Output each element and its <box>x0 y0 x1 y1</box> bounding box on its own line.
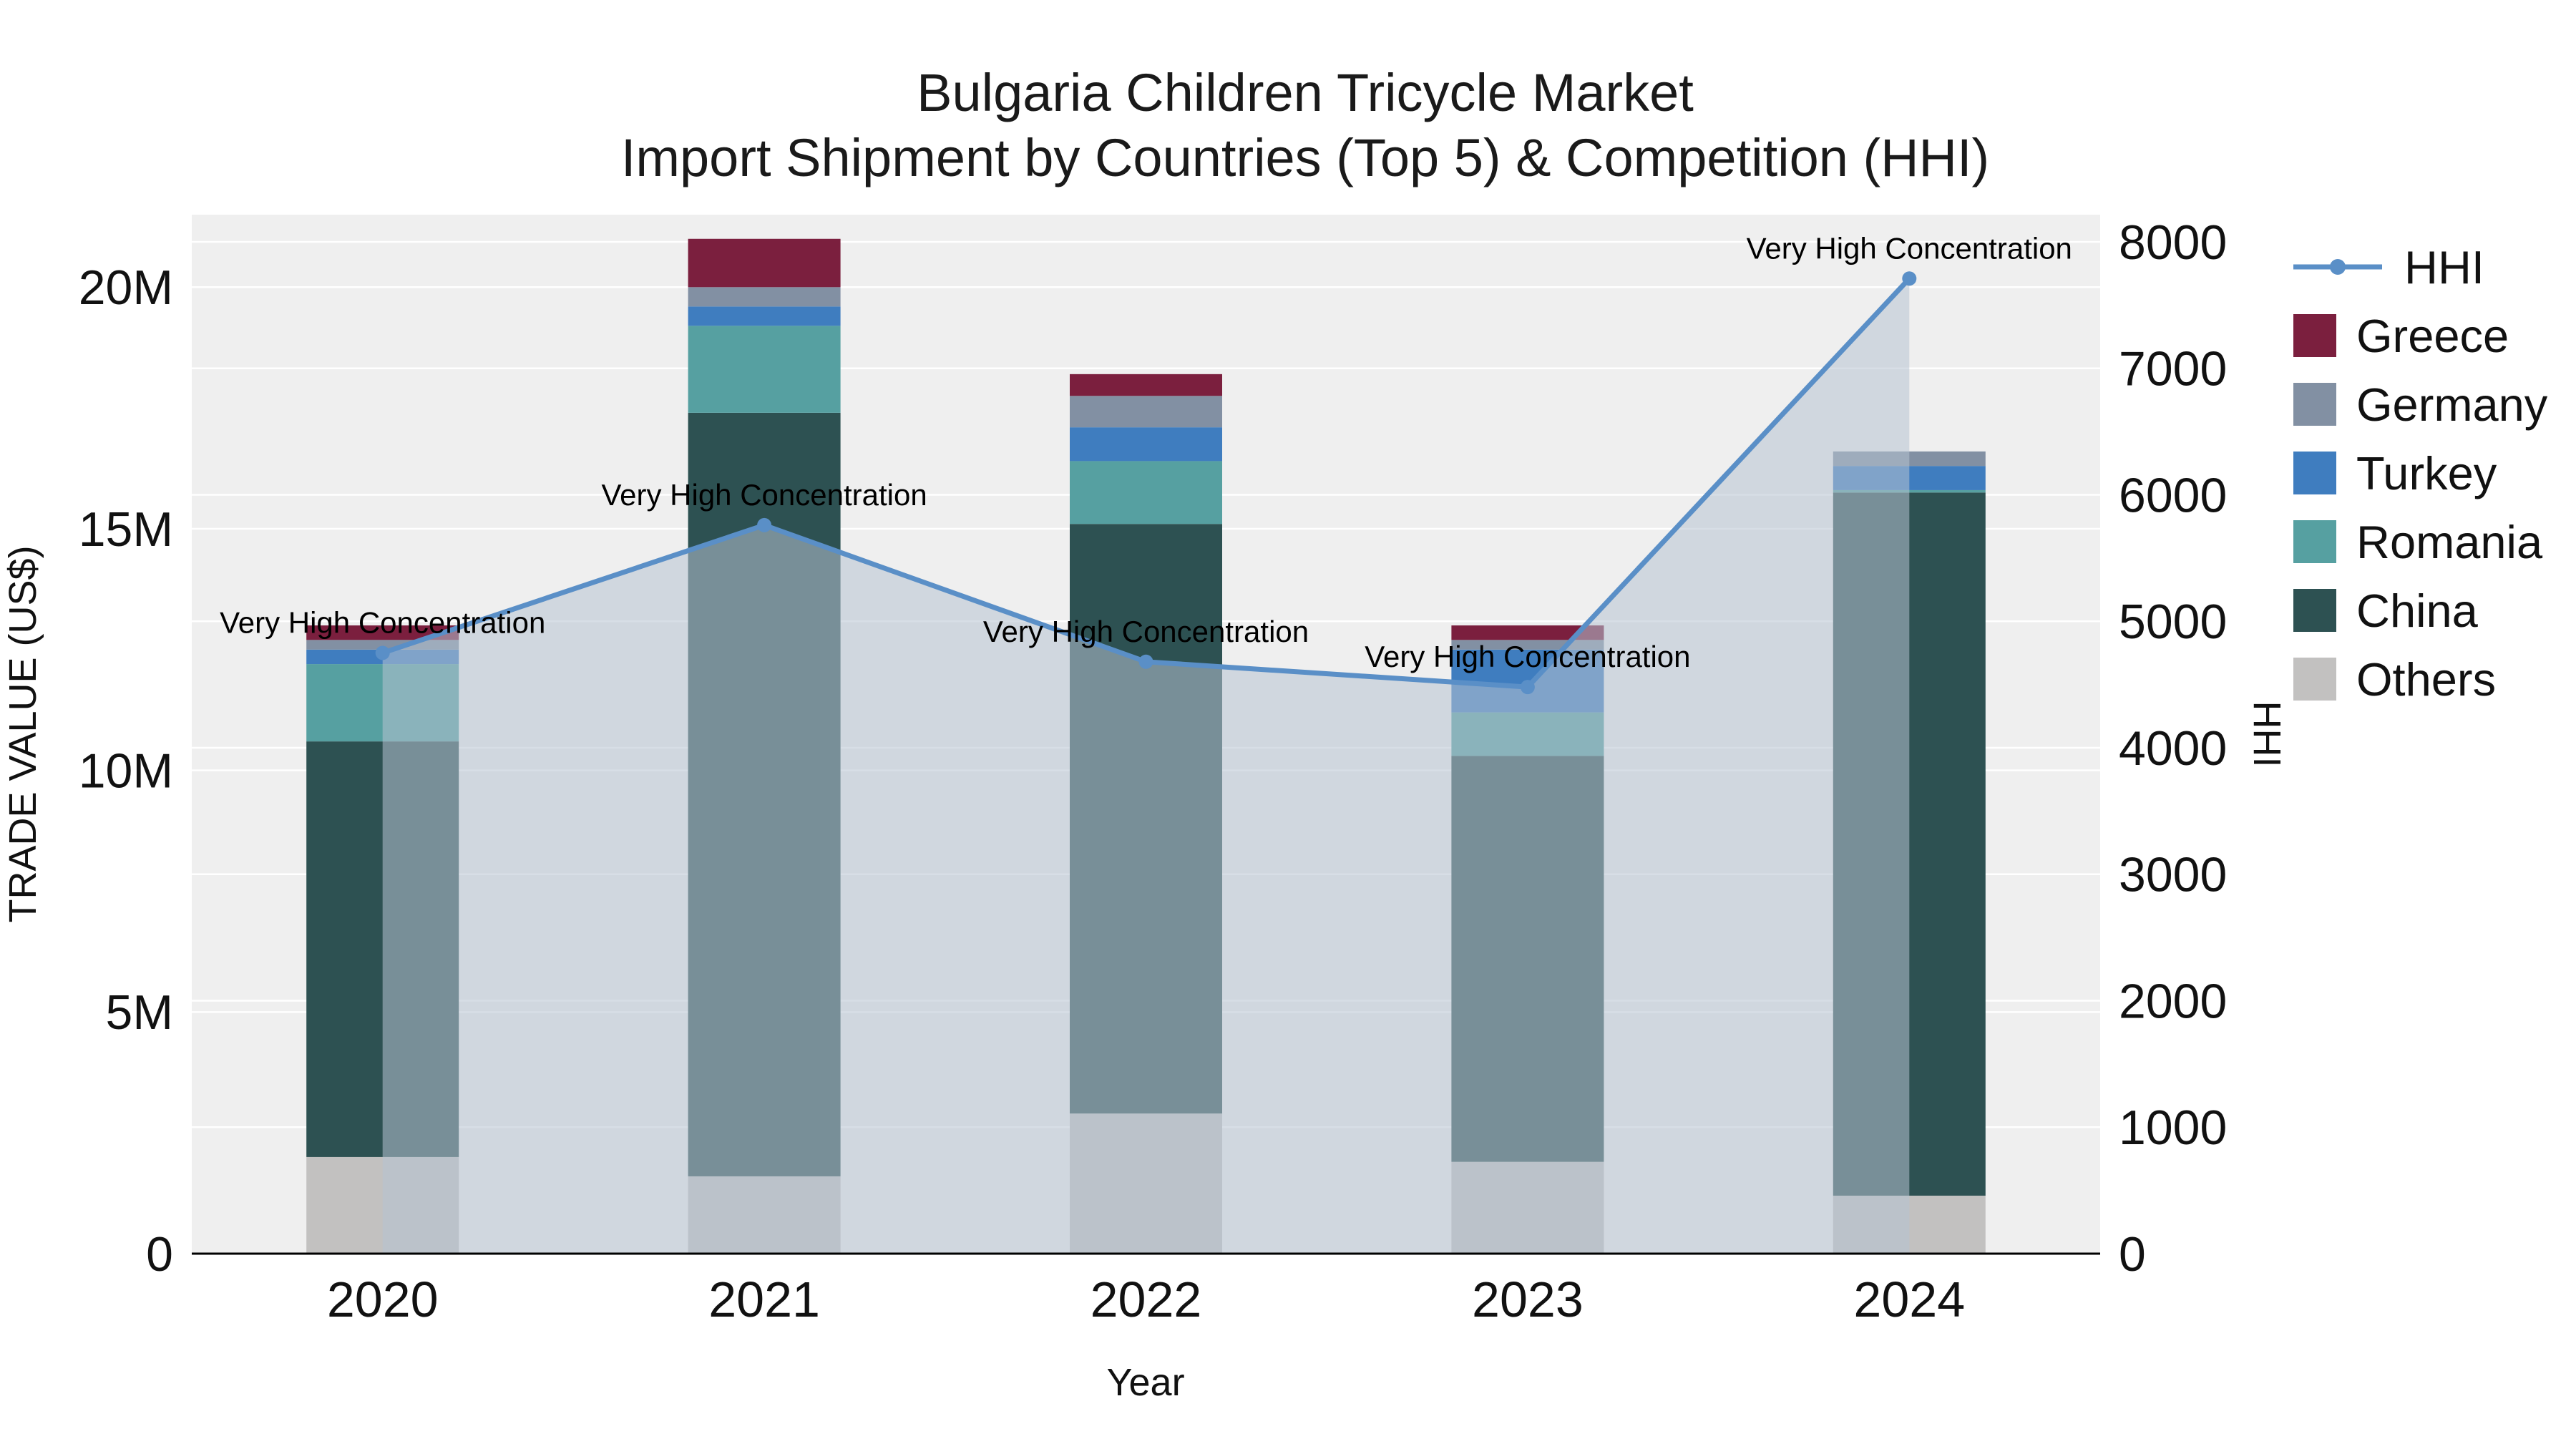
left-tick-0: 0 <box>146 1227 173 1282</box>
bar-segment-romania-2021[interactable] <box>688 326 841 413</box>
bar-segment-greece-2020[interactable] <box>306 625 459 640</box>
legend-swatch <box>2293 658 2336 701</box>
right-tick-5000: 5000 <box>2119 595 2227 649</box>
hhi-marker-2020[interactable] <box>375 645 390 660</box>
x-tick-2024: 2024 <box>1853 1272 1965 1327</box>
right-tick-2000: 2000 <box>2119 974 2227 1028</box>
x-tick-2023: 2023 <box>1472 1272 1584 1327</box>
left-tick-15M: 15M <box>79 502 173 557</box>
legend-label: Germany <box>2356 379 2548 431</box>
legend: HHI Greece Germany Turkey Romania China Others <box>2293 241 2548 706</box>
bar-segment-greece-2022[interactable] <box>1070 374 1222 396</box>
right-axis-title: HHI <box>2245 701 2288 768</box>
hhi-area-fill <box>382 278 1910 1254</box>
annotation-2022: Very High Concentration <box>983 615 1309 648</box>
legend-item-greece[interactable]: Greece <box>2293 310 2509 362</box>
left-tick-20M: 20M <box>79 260 173 315</box>
legend-swatch <box>2293 520 2336 563</box>
right-tick-0: 0 <box>2119 1227 2146 1282</box>
hhi-marker-2024[interactable] <box>1902 271 1917 286</box>
right-tick-1000: 1000 <box>2119 1101 2227 1155</box>
right-tick-7000: 7000 <box>2119 342 2227 396</box>
axes-layer: 0 5M 10M 15M 20M 0 1000 2000 3000 4000 5000 6000 700… <box>79 215 2228 1327</box>
x-tick-2021: 2021 <box>708 1272 820 1327</box>
annotation-2023: Very High Concentration <box>1365 640 1690 673</box>
legend-marker <box>2330 259 2346 275</box>
left-tick-5M: 5M <box>106 985 173 1040</box>
legend-label: Greece <box>2356 310 2509 362</box>
bar-segment-romania-2022[interactable] <box>1070 461 1222 525</box>
legend-item-others[interactable]: Others <box>2293 653 2496 706</box>
hhi-marker-2022[interactable] <box>1138 654 1153 669</box>
legend-label: Others <box>2356 653 2496 706</box>
legend-label: Romania <box>2356 516 2543 568</box>
right-tick-8000: 8000 <box>2119 215 2227 270</box>
x-axis-title: Year <box>1106 1361 1184 1404</box>
hhi-marker-2021[interactable] <box>757 517 772 532</box>
legend-item-romania[interactable]: Romania <box>2293 516 2543 568</box>
right-tick-3000: 3000 <box>2119 848 2227 902</box>
legend-item-turkey[interactable]: Turkey <box>2293 447 2497 499</box>
left-tick-10M: 10M <box>79 743 173 798</box>
bar-segment-turkey-2022[interactable] <box>1070 427 1222 462</box>
legend-swatch <box>2293 589 2336 632</box>
x-tick-2022: 2022 <box>1091 1272 1202 1327</box>
legend-label: HHI <box>2404 241 2484 293</box>
legend-swatch <box>2293 383 2336 426</box>
left-axis-title: TRADE VALUE (US$) <box>1 545 44 922</box>
annotation-2021: Very High Concentration <box>601 478 927 512</box>
bar-segment-greece-2023[interactable] <box>1451 625 1604 640</box>
annotation-2024: Very High Concentration <box>1747 231 2072 265</box>
hhi-marker-2023[interactable] <box>1520 680 1535 695</box>
right-tick-4000: 4000 <box>2119 721 2227 776</box>
x-tick-2020: 2020 <box>327 1272 439 1327</box>
bar-segment-germany-2021[interactable] <box>688 287 841 307</box>
hhi-area-layer <box>382 278 1910 1254</box>
bar-segment-germany-2022[interactable] <box>1070 396 1222 428</box>
legend-label: Turkey <box>2356 447 2497 499</box>
annotation-2020: Very High Concentration <box>220 605 545 639</box>
hhi-line-layer <box>375 271 1917 695</box>
bar-segment-turkey-2021[interactable] <box>688 306 841 326</box>
chart-title-line2: Import Shipment by Countries (Top 5) & C… <box>621 128 1989 187</box>
annotations-layer: Very High Concentration Very High Concent… <box>220 231 2072 673</box>
legend-item-hhi[interactable]: HHI <box>2293 241 2484 293</box>
chart-title-line1: Bulgaria Children Tricycle Market <box>917 63 1694 122</box>
right-tick-6000: 6000 <box>2119 468 2227 522</box>
legend-item-china[interactable]: China <box>2293 585 2479 637</box>
legend-swatch <box>2293 452 2336 494</box>
legend-swatch <box>2293 314 2336 357</box>
legend-item-germany[interactable]: Germany <box>2293 379 2548 431</box>
bar-segment-greece-2021[interactable] <box>688 238 841 288</box>
legend-label: China <box>2356 585 2479 637</box>
